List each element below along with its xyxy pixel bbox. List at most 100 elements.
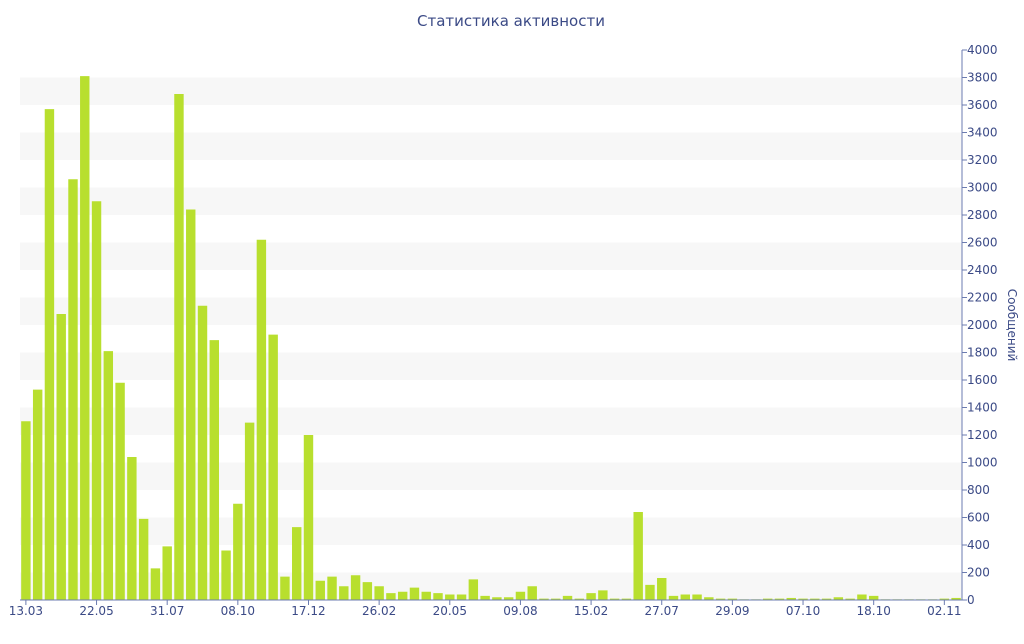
bar	[138, 518, 149, 600]
grid-band	[20, 77, 962, 105]
y-tick-label: 2600	[967, 236, 998, 250]
y-tick-label: 2400	[967, 263, 998, 277]
bar	[103, 351, 114, 600]
bar	[551, 598, 561, 600]
bar	[609, 598, 620, 600]
bar	[80, 76, 90, 600]
y-tick-label: 3800	[967, 71, 998, 85]
chart-title: Статистика активности	[417, 12, 605, 30]
x-tick-label: 02.11	[927, 604, 961, 618]
y-tick-label: 2000	[967, 318, 998, 332]
bar	[32, 389, 43, 600]
bar	[91, 201, 102, 600]
y-axis-title: Сообщений	[1005, 289, 1019, 362]
x-tick-label: 13.03	[9, 604, 43, 618]
bar	[409, 587, 420, 600]
bar	[244, 422, 255, 600]
x-tick-label: 22.05	[79, 604, 113, 618]
y-tick-label: 2200	[967, 291, 998, 305]
bar	[386, 593, 396, 600]
bar	[468, 579, 479, 600]
x-tick-label: 07.10	[786, 604, 820, 618]
x-tick-label: 29.09	[715, 604, 749, 618]
bar	[374, 586, 384, 600]
y-tick-label: 3200	[967, 153, 998, 167]
y-tick-label: 2800	[967, 208, 998, 222]
bar	[704, 597, 714, 600]
bar	[397, 591, 408, 600]
bar	[186, 209, 196, 600]
bar	[539, 598, 549, 600]
bar	[56, 314, 66, 600]
grid-band	[20, 572, 962, 600]
bar	[763, 598, 773, 600]
bar	[362, 582, 373, 600]
y-tick-label: 1800	[967, 346, 998, 360]
bar	[951, 597, 961, 600]
bar	[233, 503, 243, 600]
y-tick-label: 200	[967, 566, 990, 580]
y-tick-label: 400	[967, 538, 990, 552]
grid-band	[20, 132, 962, 160]
bar	[127, 457, 137, 600]
bar	[668, 595, 679, 600]
bar	[692, 594, 702, 600]
grid-band	[20, 517, 962, 545]
bar	[292, 527, 302, 600]
grid-band	[20, 462, 962, 490]
bar	[197, 305, 208, 600]
bar	[433, 593, 443, 600]
bar	[503, 597, 514, 600]
y-tick-label: 3000	[967, 181, 998, 195]
bar	[515, 591, 526, 600]
bar	[315, 580, 325, 600]
bar	[598, 590, 608, 600]
bar	[350, 575, 361, 600]
bar	[821, 598, 832, 600]
bar	[221, 550, 231, 600]
bar	[480, 595, 490, 600]
x-tick-label: 09.08	[503, 604, 537, 618]
y-tick-label: 0	[967, 593, 975, 607]
x-tick-label: 15.02	[574, 604, 608, 618]
y-tick-label: 1000	[967, 456, 998, 470]
bar	[527, 586, 537, 600]
bar	[44, 109, 55, 600]
y-tick-label: 600	[967, 511, 990, 525]
bar	[174, 94, 184, 600]
bar	[162, 546, 172, 600]
y-tick-label: 1600	[967, 373, 998, 387]
x-tick-label: 31.07	[150, 604, 184, 618]
bar	[857, 594, 867, 600]
y-tick-label: 1400	[967, 401, 998, 415]
bar	[645, 584, 655, 600]
bar	[456, 594, 467, 600]
bar	[621, 598, 632, 600]
grid-band	[20, 187, 962, 215]
x-tick-label: 20.05	[433, 604, 467, 618]
bar	[868, 595, 879, 600]
bar	[562, 595, 573, 600]
bar	[845, 598, 855, 600]
bar	[421, 591, 431, 600]
y-tick-label: 3400	[967, 126, 998, 140]
bar	[150, 568, 161, 600]
bar	[727, 598, 738, 600]
bar	[115, 382, 125, 600]
bar	[680, 594, 690, 600]
x-tick-label: 26.02	[362, 604, 396, 618]
bar	[574, 598, 585, 600]
grid-band	[20, 407, 962, 435]
bar	[445, 594, 455, 600]
bar	[209, 340, 219, 600]
grid-band	[20, 242, 962, 270]
y-tick-label: 3600	[967, 98, 998, 112]
x-tick-label: 18.10	[857, 604, 891, 618]
grid-band	[20, 297, 962, 325]
bar	[256, 239, 267, 600]
x-tick-label: 08.10	[221, 604, 255, 618]
bar	[21, 421, 31, 600]
bar	[268, 334, 278, 600]
x-tick-label: 27.07	[645, 604, 679, 618]
bar	[715, 598, 726, 600]
